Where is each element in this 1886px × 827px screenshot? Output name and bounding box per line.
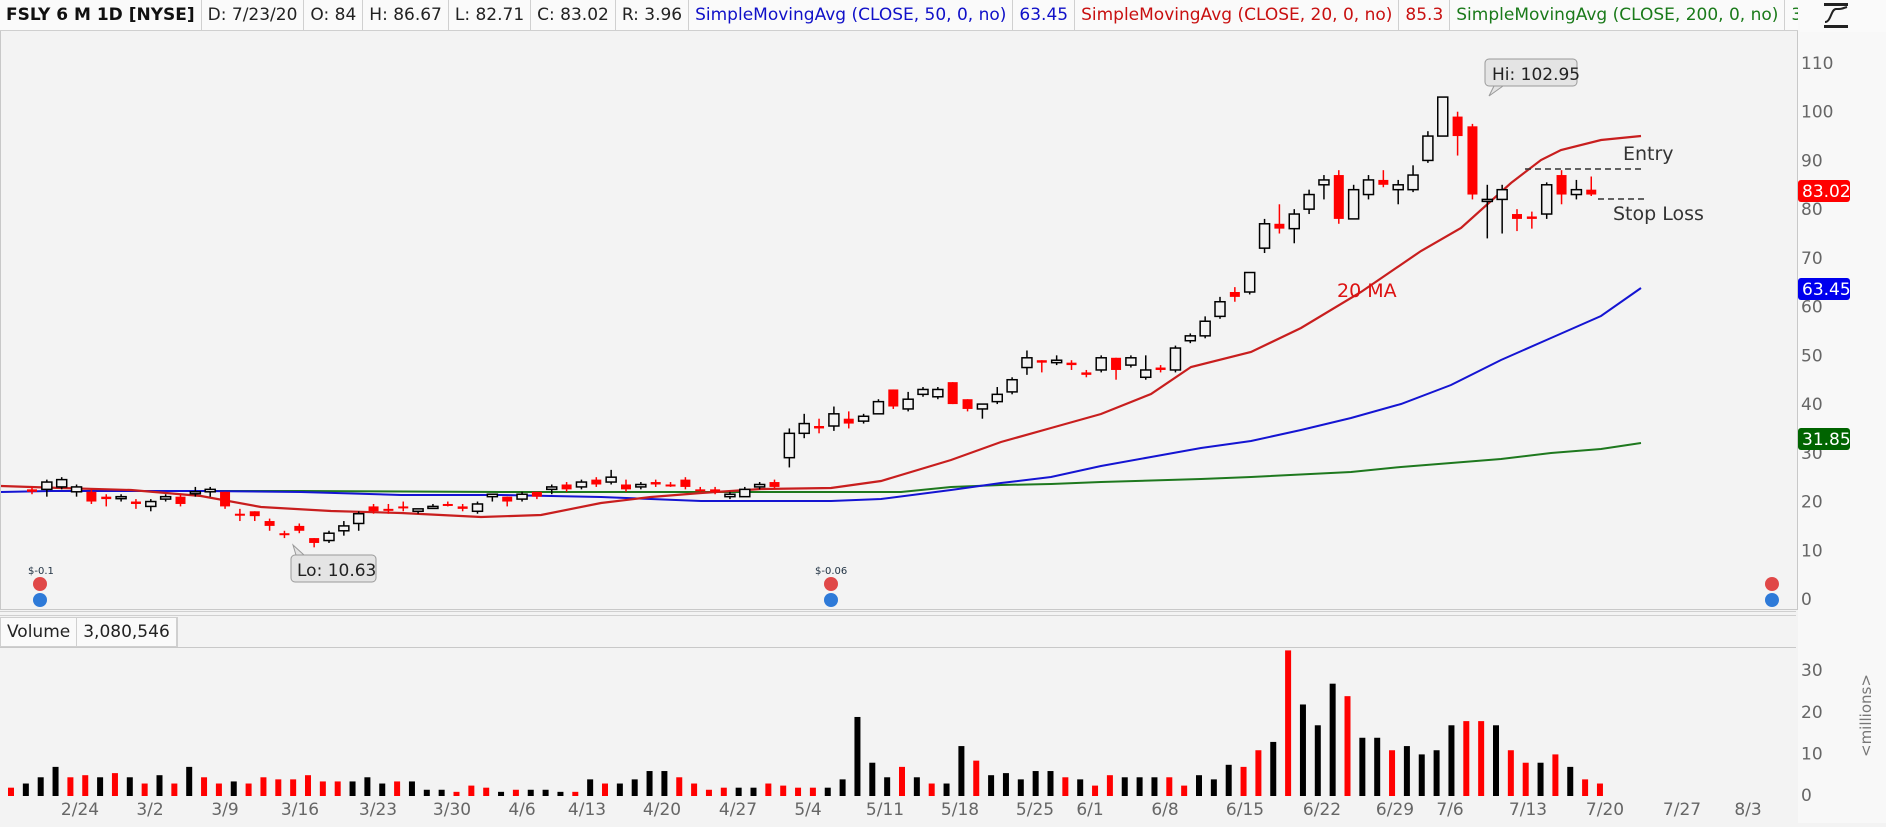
svg-text:80: 80 <box>1801 200 1823 220</box>
chart-header: FSLY 6 M 1D [NYSE] D: 7/23/20 O: 84 H: 8… <box>0 0 1848 31</box>
stop-loss-label: Stop Loss <box>1613 203 1704 225</box>
earnings-marker-2: $-0.06 <box>815 566 847 607</box>
svg-text:$-0.06: $-0.06 <box>815 566 847 577</box>
right-axis-panel <box>1798 0 1886 823</box>
phone-icon <box>1765 577 1779 591</box>
earnings-marker-1: $-0.1 <box>28 566 54 607</box>
volume-label[interactable]: Volume <box>1 618 78 646</box>
svg-text:4/13: 4/13 <box>568 800 606 820</box>
svg-text:10: 10 <box>1801 541 1823 561</box>
svg-text:30: 30 <box>1801 661 1823 681</box>
sine-wave-icon <box>1824 3 1848 28</box>
svg-text:Hi: 102.95: Hi: 102.95 <box>1492 65 1580 85</box>
svg-text:20: 20 <box>1801 493 1823 513</box>
svg-text:3/23: 3/23 <box>359 800 397 820</box>
svg-text:83.02: 83.02 <box>1802 182 1851 202</box>
symbol-label[interactable]: FSLY 6 M 1D [NYSE] <box>0 0 202 30</box>
lightbulb-icon <box>33 593 47 607</box>
svg-text:5/18: 5/18 <box>941 800 979 820</box>
close-badge: 83.02 <box>1798 180 1851 202</box>
volume-axis: 30 20 10 0 <millions> <box>1801 661 1875 806</box>
svg-text:0: 0 <box>1801 590 1812 610</box>
svg-text:10: 10 <box>1801 744 1823 764</box>
sma200-badge: 31.85 <box>1798 428 1851 450</box>
entry-label: Entry <box>1623 143 1674 165</box>
volume-header: Volume 3,080,546 <box>0 617 178 647</box>
sma20-value: 85.3 <box>1399 0 1451 30</box>
svg-text:5/4: 5/4 <box>794 800 821 820</box>
svg-text:3/30: 3/30 <box>433 800 471 820</box>
pane-separator[interactable] <box>0 611 1796 616</box>
studies-button[interactable] <box>1800 0 1886 32</box>
lightbulb-icon <box>1765 593 1779 607</box>
svg-text:3/9: 3/9 <box>211 800 238 820</box>
svg-text:4/20: 4/20 <box>643 800 681 820</box>
lo-callout: Lo: 10.63 <box>290 543 377 583</box>
candles-group <box>27 96 1597 548</box>
sma20-label[interactable]: SimpleMovingAvg (CLOSE, 20, 0, no) <box>1075 0 1400 30</box>
svg-text:2/24: 2/24 <box>61 800 99 820</box>
high-value: H: 86.67 <box>363 0 449 30</box>
svg-text:4/6: 4/6 <box>508 800 535 820</box>
sma50-value: 63.45 <box>1013 0 1076 30</box>
hi-callout: Hi: 102.95 <box>1484 58 1580 97</box>
svg-text:6/22: 6/22 <box>1303 800 1341 820</box>
svg-text:31.85: 31.85 <box>1802 430 1851 450</box>
price-chart-pane[interactable]: Hi: 102.95 Lo: 10.63 Entry Stop Loss 20 … <box>0 31 1798 610</box>
svg-text:8/3: 8/3 <box>1734 800 1761 820</box>
svg-text:7/20: 7/20 <box>1586 800 1624 820</box>
volume-value: 3,080,546 <box>77 618 177 646</box>
svg-text:<millions>: <millions> <box>1857 674 1875 757</box>
svg-text:20: 20 <box>1801 703 1823 723</box>
ma-label: 20 MA <box>1337 280 1397 302</box>
svg-text:7/6: 7/6 <box>1436 800 1463 820</box>
svg-text:6/8: 6/8 <box>1151 800 1178 820</box>
earnings-marker-3 <box>1765 577 1779 607</box>
open-value: O: 84 <box>304 0 364 30</box>
phone-icon <box>824 577 838 591</box>
sma50-label[interactable]: SimpleMovingAvg (CLOSE, 50, 0, no) <box>689 0 1014 30</box>
svg-text:60: 60 <box>1801 298 1823 318</box>
svg-text:7/13: 7/13 <box>1509 800 1547 820</box>
svg-text:70: 70 <box>1801 249 1823 269</box>
sma200-label[interactable]: SimpleMovingAvg (CLOSE, 200, 0, no) <box>1450 0 1786 30</box>
svg-text:Lo: 10.63: Lo: 10.63 <box>297 561 376 581</box>
phone-icon <box>33 577 47 591</box>
svg-text:90: 90 <box>1801 151 1823 171</box>
svg-text:6/1: 6/1 <box>1076 800 1103 820</box>
svg-text:7/27: 7/27 <box>1663 800 1701 820</box>
svg-text:63.45: 63.45 <box>1802 280 1851 300</box>
svg-text:4/27: 4/27 <box>719 800 757 820</box>
svg-text:$-0.1: $-0.1 <box>28 566 54 577</box>
svg-text:40: 40 <box>1801 395 1823 415</box>
svg-text:5/25: 5/25 <box>1016 800 1054 820</box>
sma20-line <box>1 134 1642 519</box>
svg-text:50: 50 <box>1801 346 1823 366</box>
svg-text:3/16: 3/16 <box>281 800 319 820</box>
range-value: R: 3.96 <box>616 0 690 30</box>
svg-text:6/29: 6/29 <box>1376 800 1414 820</box>
sma200-line <box>161 442 1642 493</box>
svg-text:110: 110 <box>1801 54 1833 74</box>
close-value: C: 83.02 <box>531 0 616 30</box>
lightbulb-icon <box>824 593 838 607</box>
sma50-badge: 63.45 <box>1798 278 1851 300</box>
svg-text:6/15: 6/15 <box>1226 800 1264 820</box>
sma50-line <box>1 287 1642 502</box>
svg-text:100: 100 <box>1801 103 1833 123</box>
date-axis: 2/24 3/2 3/9 3/16 3/23 3/30 4/6 4/13 4/20 4/27 5/4… <box>61 800 1762 820</box>
low-value: L: 82.71 <box>449 0 532 30</box>
volume-bars <box>8 650 1603 796</box>
svg-text:5/11: 5/11 <box>866 800 904 820</box>
candlestick-chart: Hi: 102.95 Lo: 10.63 Entry Stop Loss 20 … <box>1 58 1779 607</box>
date-value: D: 7/23/20 <box>202 0 305 30</box>
volume-pane[interactable] <box>0 647 1796 798</box>
svg-text:0: 0 <box>1801 786 1812 806</box>
svg-text:3/2: 3/2 <box>136 800 163 820</box>
